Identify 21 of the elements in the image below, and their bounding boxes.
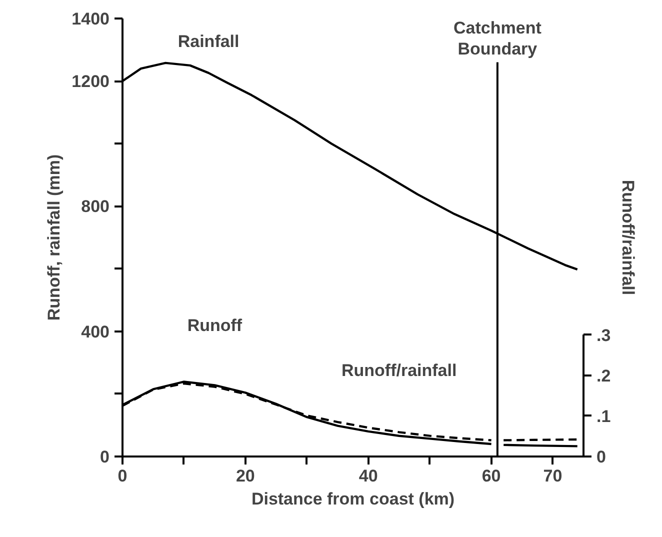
y-tick-label: 400 xyxy=(81,322,110,342)
text: Runoff/rainfall xyxy=(341,361,457,380)
y2-axis-title: Runoff/rainfall xyxy=(618,180,638,296)
x-tick-label: 20 xyxy=(236,466,255,486)
text: Runoff xyxy=(187,316,242,336)
x-tick-label: 40 xyxy=(358,466,378,486)
y-tick-label: 800 xyxy=(81,197,110,216)
y2-tick-label: .2 xyxy=(596,366,611,386)
x-tick-label: 0 xyxy=(118,466,128,486)
x-tick-label: 60 xyxy=(482,466,501,486)
ref-line-label: Catchment Boundary xyxy=(454,18,542,58)
x-axis-title: Distance from coast (km) xyxy=(251,490,455,508)
y-tick-label: 1200 xyxy=(72,72,110,92)
y2-tick-label: .3 xyxy=(596,326,611,345)
y-axis-title: Runoff, rainfall (mm) xyxy=(44,154,64,321)
series-label: Rainfall xyxy=(178,32,240,51)
y2-tick-label: .1 xyxy=(596,406,611,426)
x-tick-label: 70 xyxy=(543,466,562,486)
y-tick-label: 0 xyxy=(100,448,110,466)
y-tick-label: 1400 xyxy=(72,10,110,28)
y2-tick-label: 0 xyxy=(596,448,606,466)
